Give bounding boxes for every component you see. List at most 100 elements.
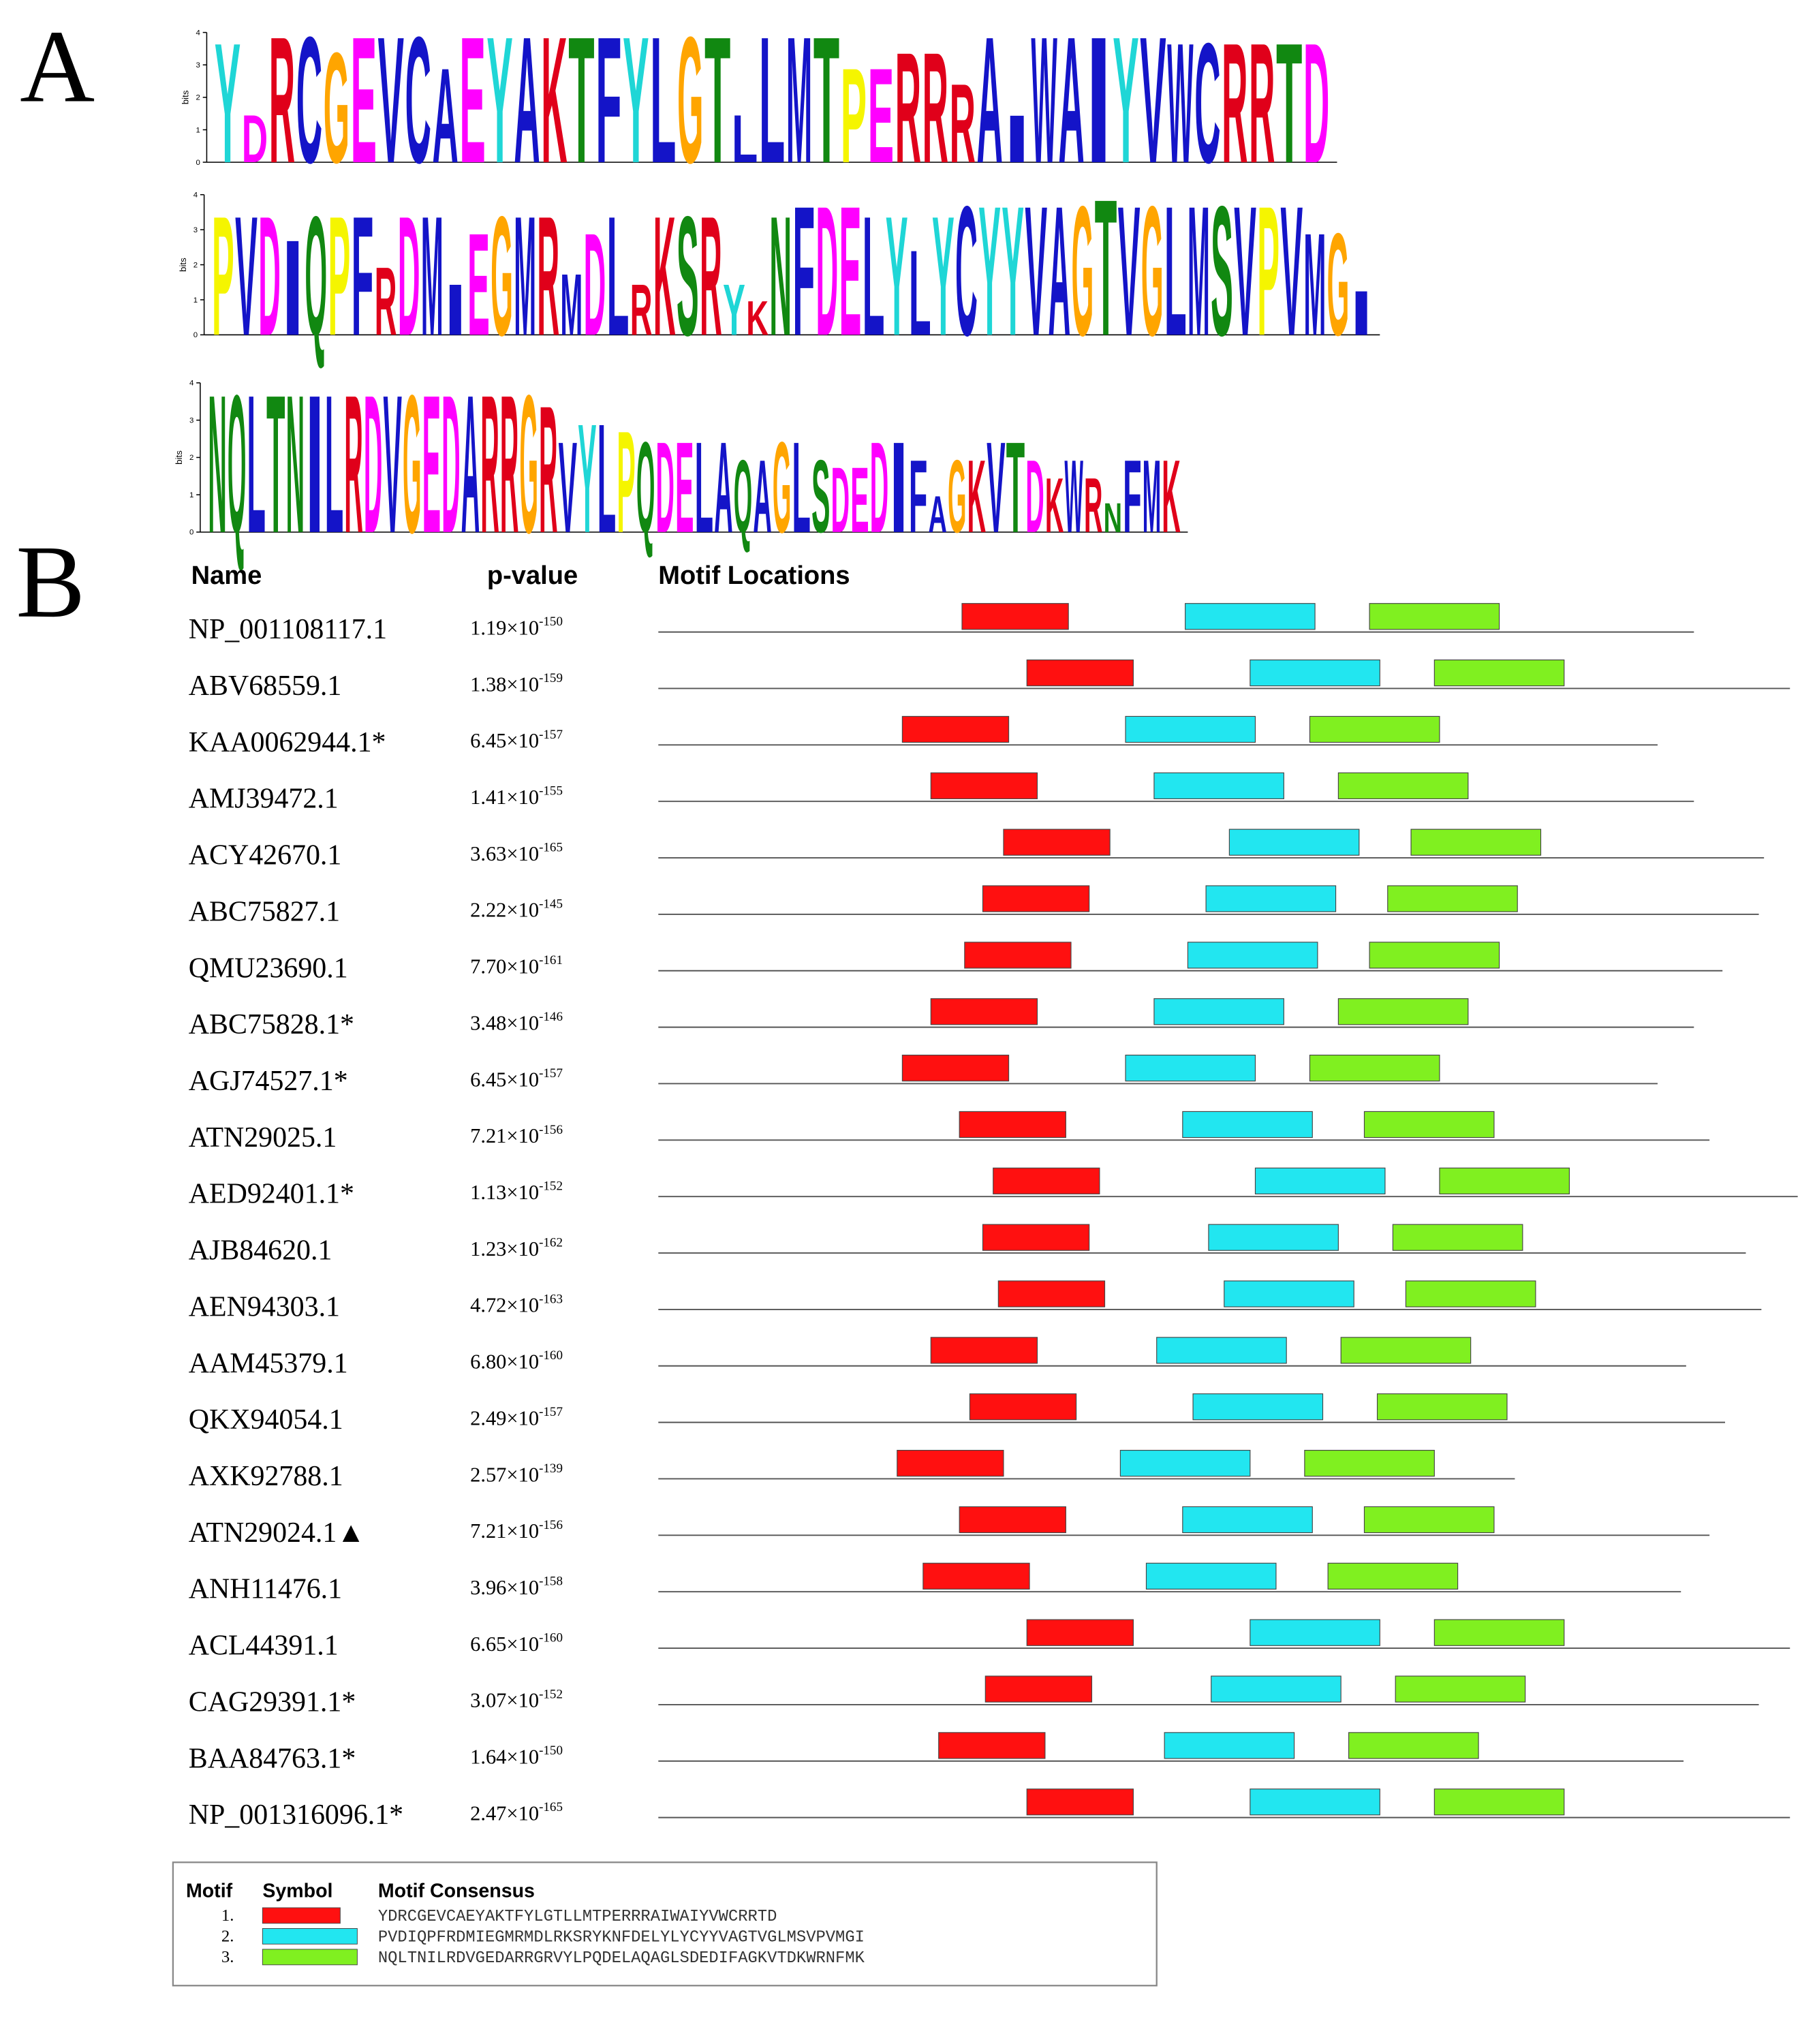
logo-letter: V bbox=[1140, 0, 1166, 201]
logo-letter: Y bbox=[932, 181, 955, 371]
logo-letter: A bbox=[753, 439, 771, 555]
logo-letter: A bbox=[714, 416, 732, 560]
logo-letter: D bbox=[816, 167, 839, 374]
y-tick-label: 1 bbox=[196, 126, 200, 134]
sequence-name: CAG29391.1* bbox=[189, 1686, 356, 1718]
motif-box bbox=[1205, 885, 1337, 912]
logo-letter: L bbox=[325, 354, 343, 574]
logo-letter: D bbox=[258, 181, 281, 371]
p-exponent: -146 bbox=[539, 1010, 563, 1024]
p-value: 1.23×10-162 bbox=[470, 1236, 563, 1260]
p-times-ten: ×10 bbox=[506, 672, 539, 696]
logo-letter: A bbox=[1058, 0, 1084, 201]
logo-letter: V bbox=[235, 181, 258, 371]
logo-letter: I bbox=[444, 268, 467, 350]
y-axis-label: bits bbox=[174, 450, 184, 465]
logo-letter: L bbox=[863, 181, 885, 371]
p-times-ten: ×10 bbox=[506, 1011, 539, 1034]
p-exponent: -139 bbox=[539, 1461, 563, 1476]
sequence-name: AXK92788.1 bbox=[189, 1461, 343, 1492]
logo-letter: L bbox=[607, 181, 630, 371]
y-tick-label: 4 bbox=[196, 29, 201, 37]
p-exponent: -160 bbox=[539, 1348, 563, 1363]
motif-box bbox=[1439, 1167, 1570, 1194]
p-exponent: -150 bbox=[539, 1744, 563, 1758]
logo-letter: E bbox=[422, 354, 441, 574]
p-mantissa: 6.65 bbox=[470, 1632, 506, 1656]
logo-letter: C bbox=[955, 167, 978, 374]
legend-box bbox=[172, 1861, 1158, 1987]
legend-header: Motif bbox=[186, 1880, 233, 1902]
legend-number: 3. bbox=[221, 1948, 234, 1966]
logo-letter: L bbox=[695, 416, 713, 560]
logo-letter: T bbox=[813, 0, 839, 201]
logo-letter: E bbox=[675, 416, 694, 560]
logo-letter: M bbox=[1304, 203, 1327, 366]
legend-consensus: PVDIQPFRDMIEGMRMDLRKSRYKNFDELYLYCYYVAGTV… bbox=[378, 1929, 865, 1947]
logo-letter: Q bbox=[734, 439, 752, 555]
logo-letter: E bbox=[467, 203, 490, 366]
motif-box bbox=[922, 1562, 1030, 1590]
motif-box bbox=[1125, 715, 1256, 743]
logo-letter: G bbox=[1141, 167, 1164, 374]
p-mantissa: 1.41 bbox=[470, 786, 506, 809]
motif-box bbox=[1224, 1280, 1354, 1307]
p-mantissa: 6.45 bbox=[470, 729, 506, 752]
motif-box bbox=[938, 1732, 1046, 1759]
p-times-ten: ×10 bbox=[506, 786, 539, 809]
logo-letter: P bbox=[617, 401, 635, 563]
sequence-name: ANH11476.1 bbox=[189, 1574, 342, 1605]
p-value: 2.22×10-145 bbox=[470, 897, 563, 921]
motif-box bbox=[1182, 1111, 1313, 1139]
logo-letter: L bbox=[598, 392, 616, 566]
logo-letter: R bbox=[269, 0, 295, 201]
logo-letter: K bbox=[1045, 463, 1064, 549]
motif-box bbox=[1254, 1167, 1386, 1194]
motif-box bbox=[897, 1450, 1004, 1477]
column-header: Name bbox=[191, 561, 262, 590]
y-axis-label: bits bbox=[178, 258, 188, 272]
motif-box bbox=[1363, 1506, 1495, 1534]
p-value: 3.48×10-146 bbox=[470, 1010, 563, 1034]
p-mantissa: 6.80 bbox=[470, 1350, 506, 1374]
logo-letter: P bbox=[1257, 167, 1279, 374]
logo-letter: E bbox=[868, 40, 894, 191]
y-tick-label: 3 bbox=[193, 226, 198, 234]
p-mantissa: 2.57 bbox=[470, 1463, 506, 1486]
motif-box bbox=[1211, 1675, 1341, 1703]
logo-letter: Y bbox=[1113, 0, 1138, 201]
logo-letter: V bbox=[383, 354, 402, 574]
logo-letter: E bbox=[351, 0, 377, 201]
logo-letter: K bbox=[746, 291, 769, 345]
y-tick-label: 4 bbox=[189, 380, 194, 388]
sequence-name: NP_001108117.1 bbox=[189, 614, 387, 645]
sequence-name: AED92401.1* bbox=[189, 1179, 354, 1210]
legend-symbol bbox=[262, 1949, 358, 1966]
logo-letter: V bbox=[1025, 167, 1047, 374]
motif-box bbox=[964, 942, 1072, 969]
p-mantissa: 1.64 bbox=[470, 1746, 506, 1769]
motif-box bbox=[1337, 772, 1469, 799]
p-value: 6.80×10-160 bbox=[470, 1348, 563, 1373]
sequence-name: ATN29024.1▲ bbox=[189, 1517, 365, 1549]
logo-letter: F bbox=[1123, 439, 1141, 555]
motif-box bbox=[984, 1675, 1093, 1703]
p-mantissa: 7.21 bbox=[470, 1519, 506, 1543]
logo-letter: R bbox=[344, 354, 362, 574]
p-value: 7.21×10-156 bbox=[470, 1123, 563, 1147]
logo-letter: A bbox=[432, 40, 458, 191]
logo-letter: R bbox=[630, 268, 653, 350]
logo-letter: A bbox=[461, 354, 480, 574]
motif-box bbox=[997, 1280, 1106, 1307]
motif-box bbox=[1003, 829, 1111, 856]
logo-letter: Q bbox=[228, 354, 246, 574]
logo-letter: C bbox=[405, 0, 431, 201]
logo-letter: T bbox=[266, 354, 285, 574]
logo-letter: K bbox=[1162, 439, 1180, 555]
p-times-ten: ×10 bbox=[506, 1294, 539, 1317]
motif-box bbox=[1309, 715, 1440, 743]
p-mantissa: 1.38 bbox=[470, 672, 506, 696]
p-exponent: -155 bbox=[539, 784, 563, 799]
motif-box bbox=[1337, 998, 1469, 1025]
logo-letter: N bbox=[1104, 495, 1122, 541]
